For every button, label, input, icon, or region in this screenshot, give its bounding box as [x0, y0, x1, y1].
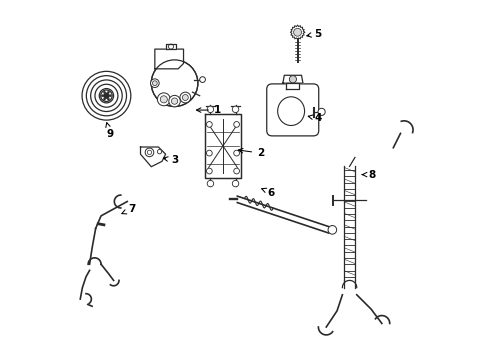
Text: 9: 9 [105, 123, 113, 139]
Text: 5: 5 [306, 29, 321, 39]
Circle shape [207, 106, 213, 113]
Circle shape [232, 180, 238, 187]
Circle shape [160, 96, 167, 103]
Text: 4: 4 [307, 113, 321, 123]
Circle shape [199, 77, 205, 82]
Circle shape [151, 60, 198, 107]
Text: 1: 1 [196, 105, 221, 115]
Circle shape [293, 28, 301, 36]
Circle shape [327, 226, 336, 234]
Circle shape [182, 95, 188, 100]
Circle shape [109, 95, 111, 97]
Circle shape [168, 95, 180, 107]
FancyBboxPatch shape [266, 84, 318, 136]
Text: 8: 8 [362, 170, 375, 180]
Polygon shape [282, 75, 303, 83]
Polygon shape [286, 83, 299, 89]
Circle shape [150, 79, 159, 87]
Circle shape [206, 168, 212, 174]
Circle shape [233, 150, 239, 156]
Text: 7: 7 [122, 204, 135, 215]
Polygon shape [204, 114, 241, 178]
Circle shape [157, 149, 162, 154]
Circle shape [233, 122, 239, 127]
Polygon shape [290, 25, 304, 40]
Circle shape [206, 122, 212, 127]
Ellipse shape [277, 97, 304, 126]
Circle shape [103, 98, 105, 100]
Circle shape [232, 106, 238, 113]
Polygon shape [165, 44, 176, 49]
Circle shape [107, 98, 109, 100]
Polygon shape [140, 147, 165, 167]
Circle shape [289, 76, 296, 83]
Circle shape [233, 168, 239, 174]
Circle shape [152, 81, 157, 86]
Text: 6: 6 [261, 188, 274, 198]
Circle shape [317, 108, 325, 116]
Circle shape [101, 95, 103, 97]
Polygon shape [155, 49, 183, 69]
Circle shape [101, 90, 112, 102]
Circle shape [206, 150, 212, 156]
Circle shape [103, 91, 105, 93]
Circle shape [145, 148, 153, 157]
Circle shape [180, 92, 190, 103]
Circle shape [103, 93, 109, 99]
Circle shape [107, 91, 109, 93]
Circle shape [157, 93, 170, 106]
Text: 2: 2 [238, 148, 264, 158]
Text: 3: 3 [163, 155, 178, 165]
Circle shape [171, 98, 177, 104]
Circle shape [207, 180, 213, 187]
